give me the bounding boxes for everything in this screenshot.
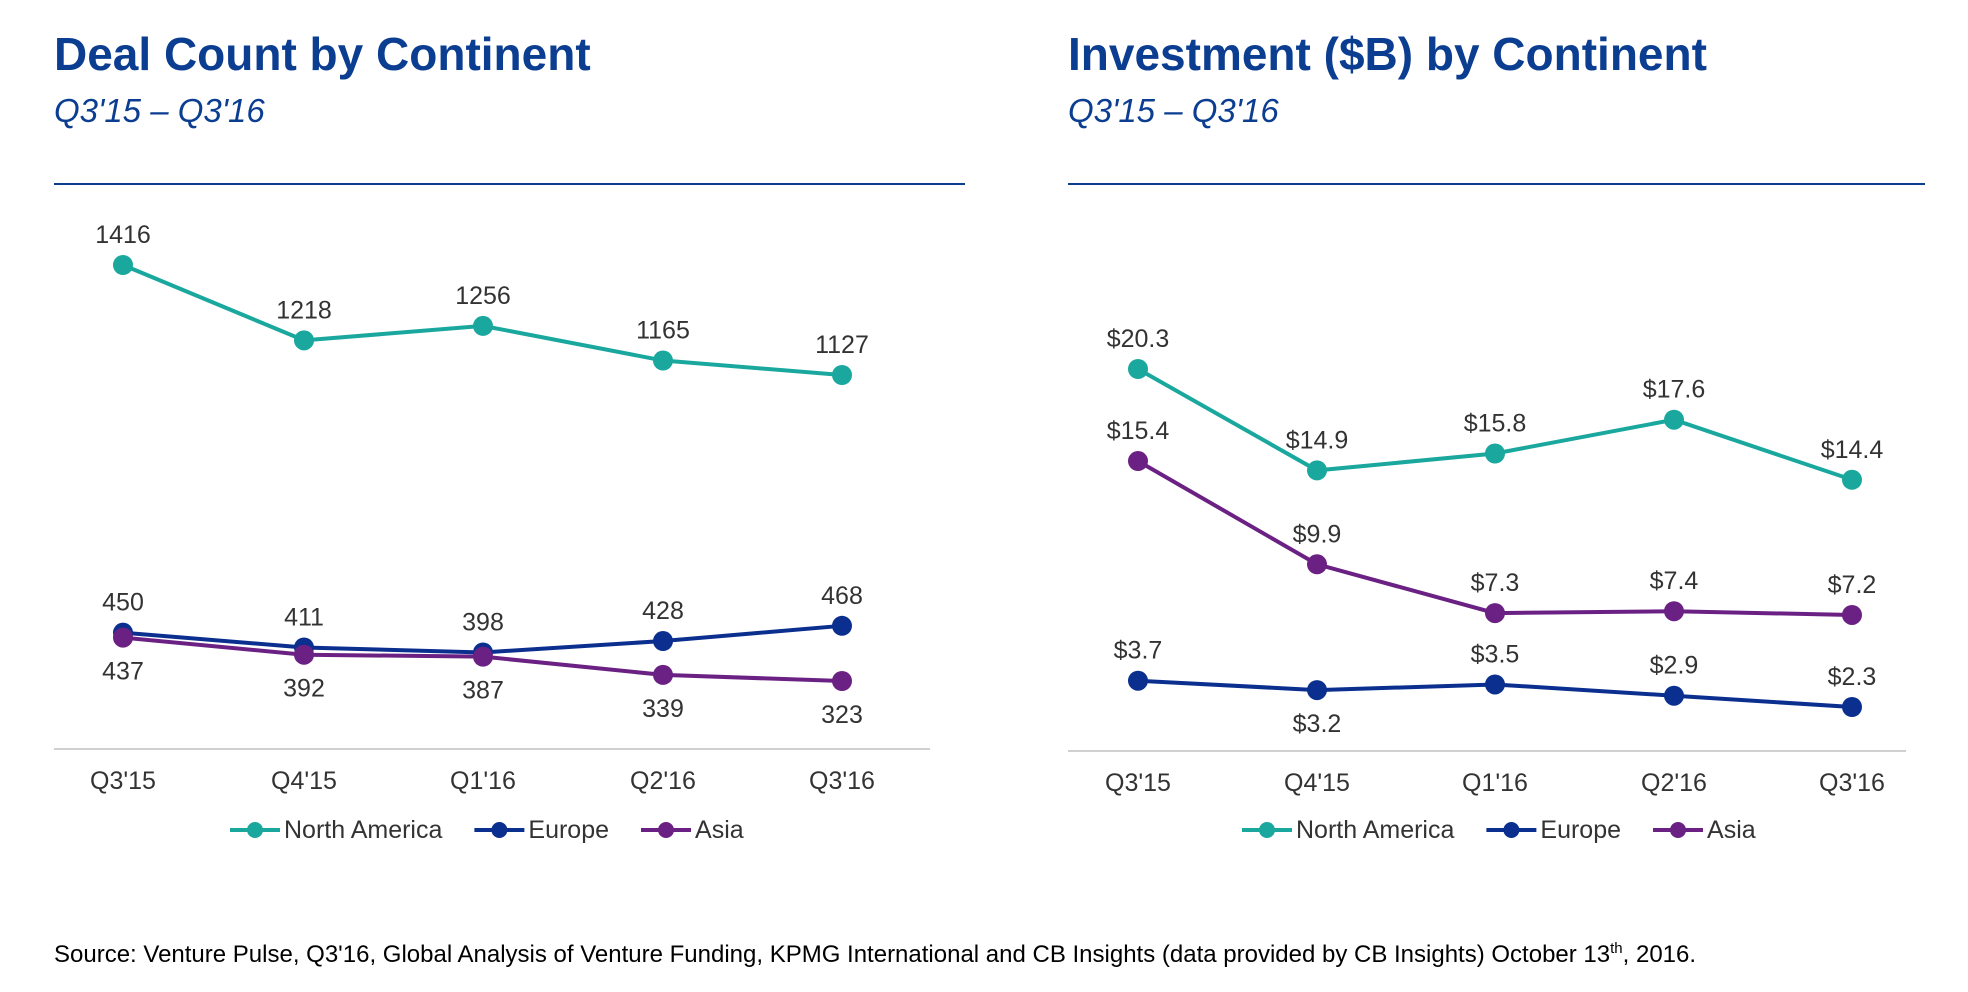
data-point (473, 315, 493, 336)
data-label: $15.4 (1107, 417, 1170, 445)
data-label: 437 (102, 658, 144, 686)
data-label: 411 (284, 604, 324, 632)
data-label: 339 (642, 695, 684, 723)
legend-swatch (247, 822, 263, 838)
legend-label: North America (1296, 816, 1454, 844)
legend-swatch (491, 822, 508, 838)
legend-swatch (658, 822, 675, 838)
x-tick-label: Q2'16 (1641, 769, 1707, 797)
data-label: $3.7 (1114, 637, 1163, 665)
chart-title: Deal Count by Continent (54, 28, 591, 80)
data-label: 450 (102, 589, 144, 617)
data-label: $14.4 (1821, 436, 1884, 464)
data-point (1664, 409, 1684, 430)
data-point (1307, 680, 1327, 701)
legend-swatch (1259, 822, 1275, 838)
data-label: 392 (283, 675, 325, 703)
data-point (832, 364, 852, 385)
data-label: $3.2 (1293, 710, 1342, 738)
data-point (832, 615, 852, 636)
data-label: $2.3 (1828, 663, 1877, 691)
legend-label: North America (284, 816, 442, 844)
data-point (1307, 460, 1327, 481)
data-label: 1165 (636, 317, 690, 345)
data-point (1664, 685, 1684, 706)
data-label: $3.5 (1471, 640, 1520, 668)
data-label: $17.6 (1643, 376, 1706, 404)
legend-label: Asia (1707, 816, 1756, 844)
data-point (1128, 451, 1148, 472)
data-label: $14.9 (1286, 426, 1349, 454)
data-point (1307, 554, 1327, 575)
data-label: 468 (821, 582, 863, 610)
data-point (1485, 603, 1505, 624)
data-point (1664, 601, 1684, 622)
data-point (473, 646, 493, 667)
data-label: 1127 (815, 331, 869, 359)
chart-subtitle: Q3'15 – Q3'16 (54, 92, 265, 129)
data-point (1485, 674, 1505, 695)
data-point (1842, 604, 1862, 625)
source-text: Source: Venture Pulse, Q3'16, Global Ana… (54, 941, 1610, 968)
data-point (294, 644, 314, 665)
x-tick-label: Q2'16 (630, 767, 696, 795)
data-label: $9.9 (1293, 520, 1342, 548)
data-point (1842, 469, 1862, 490)
data-label: 428 (642, 597, 684, 625)
data-point (1842, 697, 1862, 717)
data-point (653, 631, 673, 652)
data-point (1128, 359, 1148, 379)
x-tick-label: Q1'16 (450, 767, 516, 795)
data-label: 387 (462, 677, 504, 705)
x-tick-label: Q4'15 (271, 767, 337, 795)
legend-label: Europe (528, 816, 609, 844)
x-tick-label: Q4'15 (1284, 769, 1350, 797)
data-label: 323 (821, 701, 863, 729)
data-label: $2.9 (1650, 652, 1699, 680)
data-label: $20.3 (1107, 325, 1170, 353)
data-label: 1416 (95, 221, 151, 249)
data-point (1128, 670, 1148, 691)
data-point (653, 350, 673, 371)
legend-swatch (1670, 822, 1687, 838)
x-tick-label: Q1'16 (1462, 769, 1528, 797)
data-point (113, 627, 133, 648)
legend-label: Europe (1540, 816, 1621, 844)
chart-title: Investment ($B) by Continent (1068, 28, 1707, 80)
data-point (1485, 443, 1505, 464)
data-label: $15.8 (1464, 410, 1527, 438)
x-tick-label: Q3'15 (90, 767, 156, 795)
legend-label: Asia (695, 816, 744, 844)
legend-swatch (1503, 822, 1520, 838)
data-point (294, 330, 314, 351)
data-label: 1218 (276, 296, 332, 324)
chart-subtitle: Q3'15 – Q3'16 (1068, 92, 1279, 129)
x-tick-label: Q3'16 (809, 767, 875, 795)
data-label: $7.4 (1650, 567, 1699, 595)
data-label: 398 (462, 608, 504, 636)
data-point (653, 664, 673, 685)
data-point (832, 671, 852, 691)
data-label: $7.3 (1471, 569, 1520, 597)
source-superscript: th (1610, 940, 1623, 957)
source-suffix: , 2016. (1623, 941, 1696, 968)
x-tick-label: Q3'16 (1819, 769, 1885, 797)
source-note: Source: Venture Pulse, Q3'16, Global Ana… (54, 940, 1696, 968)
data-label: $7.2 (1828, 571, 1877, 599)
x-tick-label: Q3'15 (1105, 769, 1171, 797)
data-label: 1256 (455, 282, 511, 310)
data-point (113, 255, 133, 275)
